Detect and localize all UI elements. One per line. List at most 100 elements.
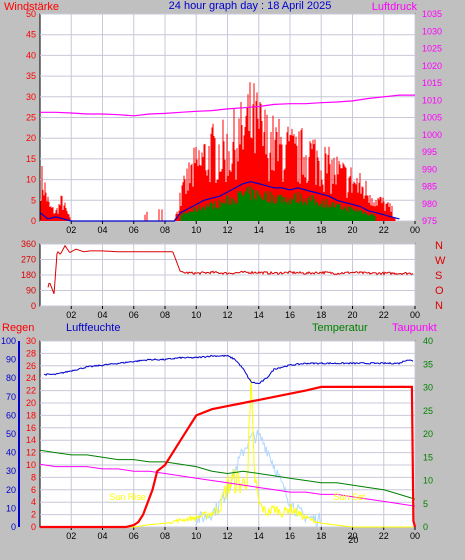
humidity-tick-label: 0 bbox=[11, 522, 16, 532]
x-tick-label: 02 bbox=[66, 225, 76, 235]
wind-mean-line bbox=[39, 181, 400, 222]
compass-label: N bbox=[435, 300, 443, 312]
x-tick-label: 06 bbox=[129, 225, 139, 235]
temperature-tick-label: 30 bbox=[423, 383, 433, 393]
humidity-tick-label: 80 bbox=[6, 373, 16, 383]
humidity-tick-label: 20 bbox=[6, 485, 16, 495]
pressure-tick-label: 1000 bbox=[422, 130, 442, 140]
x-tick-label: 18 bbox=[316, 531, 326, 541]
direction-tick-label: 360 bbox=[21, 239, 36, 249]
temperature-tick-label: 40 bbox=[423, 336, 433, 346]
temperature-tick-label: 35 bbox=[423, 359, 433, 369]
x-tick-label: 00 bbox=[410, 310, 420, 320]
pressure-tick-label: 980 bbox=[422, 199, 437, 209]
compass-label: N bbox=[435, 240, 443, 252]
wind-tick-label: 35 bbox=[26, 71, 36, 81]
x-tick-label: 14 bbox=[254, 531, 264, 541]
x-tick-label: 16 bbox=[285, 225, 295, 235]
compass-label: S bbox=[435, 270, 442, 282]
rain-tick-label: 16 bbox=[26, 423, 36, 433]
x-tick-label: 08 bbox=[160, 531, 170, 541]
x-tick-label: 08 bbox=[160, 310, 170, 320]
x-tick-label: 10 bbox=[191, 225, 201, 235]
temperature-legend: Temperatur bbox=[312, 322, 368, 334]
rain-tick-label: 18 bbox=[26, 410, 36, 420]
x-tick-label: 20 bbox=[347, 225, 357, 235]
x-tick-label: 06 bbox=[129, 531, 139, 541]
x-tick-label: 14 bbox=[254, 225, 264, 235]
x-tick-label: 10 bbox=[191, 531, 201, 541]
pressure-tick-label: 1010 bbox=[422, 95, 442, 105]
temperature-tick-label: 15 bbox=[423, 452, 433, 462]
x-tick-label: 02 bbox=[66, 531, 76, 541]
pressure-tick-label: 1015 bbox=[422, 78, 442, 88]
x-tick-label: 22 bbox=[379, 225, 389, 235]
wind-axis-title: Windstärke bbox=[4, 1, 59, 13]
compass-label: W bbox=[435, 255, 446, 267]
humidity-tick-label: 50 bbox=[6, 429, 16, 439]
x-tick-label: 04 bbox=[97, 310, 107, 320]
x-tick-label: 18 bbox=[316, 310, 326, 320]
wind-tick-label: 15 bbox=[26, 154, 36, 164]
humidity-tick-label: 70 bbox=[6, 392, 16, 402]
humidity-tick-label: 10 bbox=[6, 503, 16, 513]
direction-tick-label: 270 bbox=[21, 255, 36, 265]
pressure-tick-label: 1020 bbox=[422, 61, 442, 71]
compass-label: O bbox=[435, 285, 444, 297]
wind-direction-line bbox=[47, 244, 414, 294]
rain-tick-label: 0 bbox=[31, 522, 36, 532]
pressure-axis-title: Luftdruck bbox=[372, 1, 418, 13]
rain-tick-label: 8 bbox=[31, 472, 36, 482]
pressure-tick-label: 975 bbox=[422, 216, 437, 226]
wind-tick-label: 10 bbox=[26, 175, 36, 185]
sunrise-label: Sun Rise bbox=[109, 492, 146, 502]
wind-tick-label: 5 bbox=[31, 195, 36, 205]
rain-tick-label: 12 bbox=[26, 448, 36, 458]
humidity-tick-label: 30 bbox=[6, 466, 16, 476]
x-tick-label: 18 bbox=[316, 225, 326, 235]
wind-tick-label: 20 bbox=[26, 133, 36, 143]
wind-pressure-chart: 0510152025303540455097598098599099510001… bbox=[26, 9, 442, 235]
rain-tick-label: 10 bbox=[26, 460, 36, 470]
direction-tick-label: 180 bbox=[21, 270, 36, 280]
x-tick-label: 12 bbox=[222, 225, 232, 235]
x-tick-label: 22 bbox=[379, 531, 389, 541]
x-tick-label: 00 bbox=[410, 225, 420, 235]
rain-tick-label: 24 bbox=[26, 373, 36, 383]
temperature-line bbox=[39, 449, 416, 500]
x-tick-label: 04 bbox=[97, 531, 107, 541]
x-tick-label: 12 bbox=[222, 531, 232, 541]
humidity-tick-label: 100 bbox=[1, 336, 16, 346]
pressure-tick-label: 1030 bbox=[422, 26, 442, 36]
wind-tick-label: 45 bbox=[26, 30, 36, 40]
chart-title: 24 hour graph day : 18 April 2025 bbox=[169, 0, 332, 12]
pressure-line bbox=[40, 94, 415, 117]
rain-tick-label: 2 bbox=[31, 510, 36, 520]
temperature-tick-label: 0 bbox=[423, 522, 428, 532]
rain-tick-label: 14 bbox=[26, 435, 36, 445]
x-tick-label: 02 bbox=[66, 310, 76, 320]
rain-humidity-temperature-chart: 02 04 06 08 10 12 14 16 18 20 22 000102030405060708… bbox=[1, 336, 433, 545]
x-tick-label: 12 bbox=[222, 310, 232, 320]
temperature-tick-label: 20 bbox=[423, 429, 433, 439]
wind-tick-label: 25 bbox=[26, 113, 36, 123]
rain-tick-label: 20 bbox=[26, 398, 36, 408]
humidity-line bbox=[43, 354, 414, 385]
rain-tick-label: 4 bbox=[31, 497, 36, 507]
sunset-label: Sun Set bbox=[333, 492, 366, 502]
wind-tick-label: 50 bbox=[26, 9, 36, 19]
x-tick-label: 16 bbox=[285, 531, 295, 541]
x-tick-label: 06 bbox=[129, 310, 139, 320]
humidity-tick-label: 40 bbox=[6, 448, 16, 458]
sunset-time-label: 20 bbox=[348, 535, 358, 545]
pressure-tick-label: 1035 bbox=[422, 9, 442, 19]
wind-tick-label: 0 bbox=[31, 216, 36, 226]
x-tick-label: 14 bbox=[254, 310, 264, 320]
temperature-tick-label: 5 bbox=[423, 499, 428, 509]
rain-legend: Regen bbox=[2, 322, 34, 334]
x-tick-label: 20 bbox=[347, 310, 357, 320]
wind-tick-label: 30 bbox=[26, 92, 36, 102]
dewpoint-legend: Taupunkt bbox=[392, 322, 437, 334]
